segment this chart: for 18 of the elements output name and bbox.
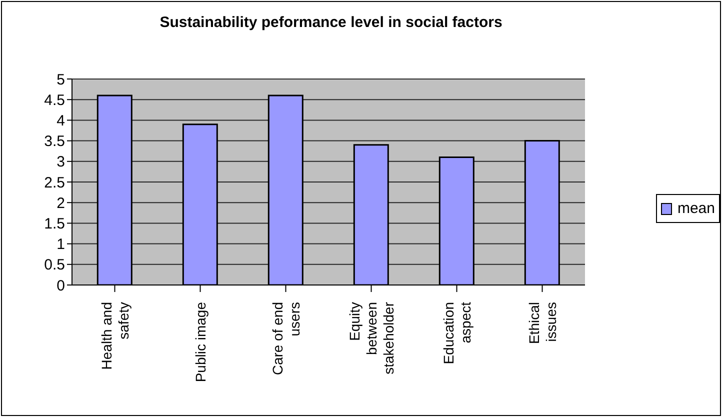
x-tick-label: Ethical issues xyxy=(526,302,559,344)
y-tick-label: 5 xyxy=(56,71,65,88)
x-tick-label: Health and safety xyxy=(98,302,132,370)
y-tick-label: 4.5 xyxy=(44,92,65,109)
y-tick-label: 0 xyxy=(56,277,65,294)
x-tick-label: Care of end users xyxy=(269,302,302,376)
y-tick-label: 2 xyxy=(56,194,65,212)
y-tick-label: 4 xyxy=(56,112,65,130)
y-tick-label: 1 xyxy=(56,236,65,254)
y-tick-label: 3 xyxy=(56,154,65,171)
y-tick-label: 1.5 xyxy=(44,216,65,233)
y-tick-label: 0.5 xyxy=(44,256,65,274)
x-tick-label: Education aspect xyxy=(440,302,474,364)
y-tick-label: 3.5 xyxy=(44,133,65,150)
x-tick-label: Public image xyxy=(192,302,208,382)
y-tick-label: 2.5 xyxy=(44,174,65,192)
chart-title: Sustainability peformance level in social factors xyxy=(158,14,504,31)
legend-label: mean xyxy=(677,200,715,217)
